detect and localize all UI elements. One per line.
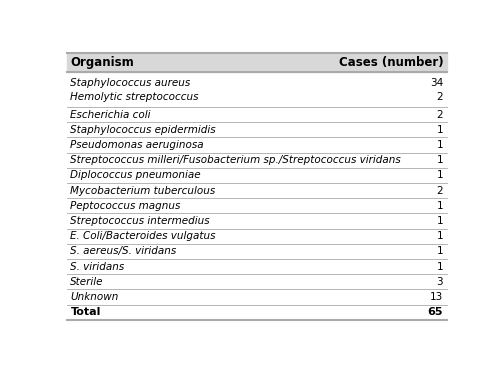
Text: 34
2: 34 2 [430,77,443,101]
Text: S. viridans: S. viridans [70,262,125,272]
Text: Staphylococcus epidermidis: Staphylococcus epidermidis [70,125,216,135]
Text: 1: 1 [436,170,443,180]
Bar [67,53,447,72]
Text: E. Coli/Bacteroides vulgatus: E. Coli/Bacteroides vulgatus [70,231,216,241]
Text: Diplococcus pneumoniae: Diplococcus pneumoniae [70,170,201,180]
Text: Peptococcus magnus: Peptococcus magnus [70,201,181,211]
Text: 1: 1 [436,262,443,272]
Text: Organism: Organism [70,56,134,69]
Text: Streptococcus intermedius: Streptococcus intermedius [70,216,210,226]
Text: Total: Total [70,307,101,317]
Text: 1: 1 [436,216,443,226]
Text: 1: 1 [436,155,443,165]
Text: 1: 1 [436,201,443,211]
Text: 1: 1 [436,231,443,241]
Text: S. aereus/S. viridans: S. aereus/S. viridans [70,246,177,256]
Text: 65: 65 [428,307,443,317]
Text: Unknown: Unknown [70,292,119,302]
Text: Pseudomonas aeruginosa: Pseudomonas aeruginosa [70,140,204,150]
Text: Escherichia coli: Escherichia coli [70,110,151,120]
Text: 2: 2 [436,186,443,196]
Text: 1: 1 [436,246,443,256]
Text: 13: 13 [430,292,443,302]
Text: 1: 1 [436,140,443,150]
Text: Cases (number): Cases (number) [339,56,443,69]
Text: Sterile: Sterile [70,277,104,287]
Text: 1: 1 [436,125,443,135]
Text: Streptococcus milleri/Fusobacterium sp./Streptococcus viridans: Streptococcus milleri/Fusobacterium sp./… [70,155,401,165]
Text: 2: 2 [436,110,443,120]
Text: Mycobacterium tuberculous: Mycobacterium tuberculous [70,186,215,196]
Text: Staphylococcus aureus
Hemolytic streptococcus: Staphylococcus aureus Hemolytic streptoc… [70,77,199,101]
Text: 3: 3 [436,277,443,287]
